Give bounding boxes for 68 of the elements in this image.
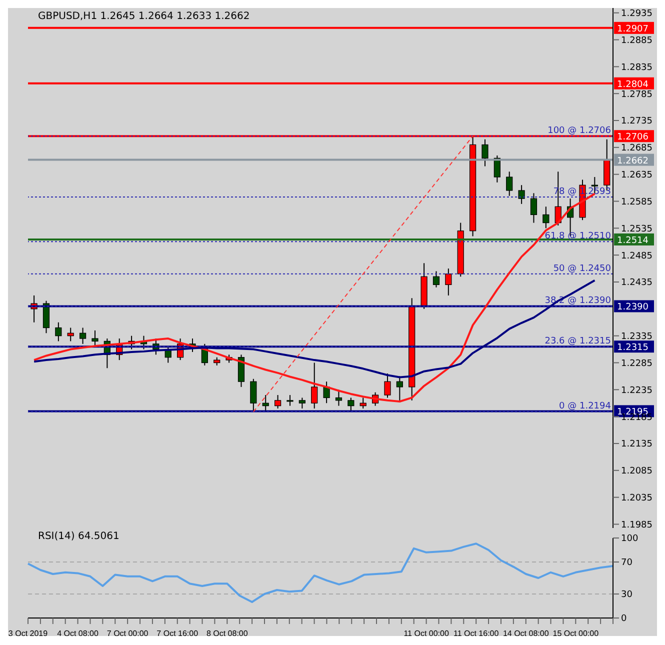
candlestick — [55, 322, 62, 342]
y-tick-label: 1.2835 — [621, 62, 652, 73]
candlestick — [360, 397, 366, 409]
candlestick — [542, 206, 550, 229]
x-tick-label: 4 Oct 08:00 — [57, 629, 100, 638]
y-tick-label: 1.2885 — [621, 36, 652, 46]
y-tick-label: 1.2785 — [621, 90, 652, 100]
candlestick — [384, 373, 391, 398]
candlestick — [262, 394, 269, 412]
y-tick-label: 1.2085 — [621, 466, 652, 477]
y-tick-label: 30 — [621, 590, 633, 600]
line-series — [27, 542, 614, 603]
y-tick-label: 1.2235 — [621, 386, 652, 396]
ref-line-label: 23.6 @ 1.2315 — [544, 336, 611, 347]
x-tick-label: 15 Oct 00:00 — [552, 629, 600, 638]
y-tick-label: 100 — [621, 534, 638, 544]
y-tick-label: 1.2435 — [621, 278, 652, 288]
candlestick — [286, 394, 294, 406]
ref-line-label: 1.2804 — [617, 80, 649, 90]
x-tick-label: 7 Oct 16:00 — [156, 629, 199, 638]
ref-line-label: 1.2315 — [617, 343, 648, 354]
x-tick-label: 8 Oct 08:00 — [206, 629, 248, 638]
y-tick-label: 1.2135 — [621, 440, 652, 450]
y-tick-label: 1.2285 — [621, 358, 652, 369]
ref-line-label: 0 @ 1.2194 — [559, 402, 612, 412]
ref-line-label: 1.2514 — [617, 236, 649, 246]
y-tick-label: 70 — [621, 558, 633, 568]
x-tick-label: 3 Oct 2019 — [8, 629, 48, 638]
candlestick — [530, 192, 538, 224]
chart-title: GBPUSD,H1 1.2645 1.2664 1.2633 1.2662 — [38, 11, 250, 22]
ref-line-label: 50 @ 1.2450 — [553, 264, 612, 274]
ref-line-label: 1.2390 — [617, 302, 649, 313]
ref-line-label: 1.2907 — [617, 24, 648, 34]
y-tick-label: 1.1985 — [621, 520, 652, 530]
candlestick — [67, 327, 74, 342]
y-tick-label: 1.2935 — [621, 9, 652, 20]
y-tick-label: 0 — [621, 614, 627, 624]
y-tick-label: 1.2035 — [621, 494, 652, 504]
candlestick — [506, 171, 513, 196]
candlestick — [323, 381, 330, 404]
y-tick-label: 1.2485 — [621, 251, 652, 262]
y-tick-label: 1.2335 — [621, 332, 652, 342]
x-tick-label: 14 Oct 08:00 — [502, 629, 550, 638]
candlestick — [482, 138, 488, 167]
ref-line-label: 1.2706 — [617, 132, 649, 143]
y-tick-label: 1.2585 — [621, 197, 652, 208]
x-tick-label: 7 Oct 00:00 — [106, 629, 149, 638]
candlestick — [92, 330, 98, 348]
candlestick — [79, 327, 86, 344]
candlestick — [348, 397, 354, 412]
candlestick — [250, 378, 257, 412]
candlestick — [445, 268, 452, 296]
ref-line-label: 100 @ 1.2706 — [548, 126, 612, 136]
candlestick — [518, 184, 525, 204]
x-tick-label: 11 Oct 00:00 — [404, 629, 450, 638]
chart-title: RSI(14) 64.5061 — [38, 531, 120, 542]
y-tick-label: 1.2735 — [621, 116, 652, 127]
candlestick — [311, 362, 318, 409]
candlestick — [335, 389, 342, 406]
candlestick — [396, 376, 403, 401]
y-tick-label: 1.2635 — [621, 170, 652, 181]
y-tick-label: 1.2535 — [621, 224, 652, 234]
candlestick — [298, 397, 306, 409]
candlestick — [274, 394, 282, 409]
candlestick — [432, 270, 440, 288]
ref-line-label: 1.2662 — [617, 156, 648, 166]
y-tick-label: 1.2685 — [621, 144, 652, 154]
x-tick-label: 11 Oct 16:00 — [453, 629, 500, 638]
